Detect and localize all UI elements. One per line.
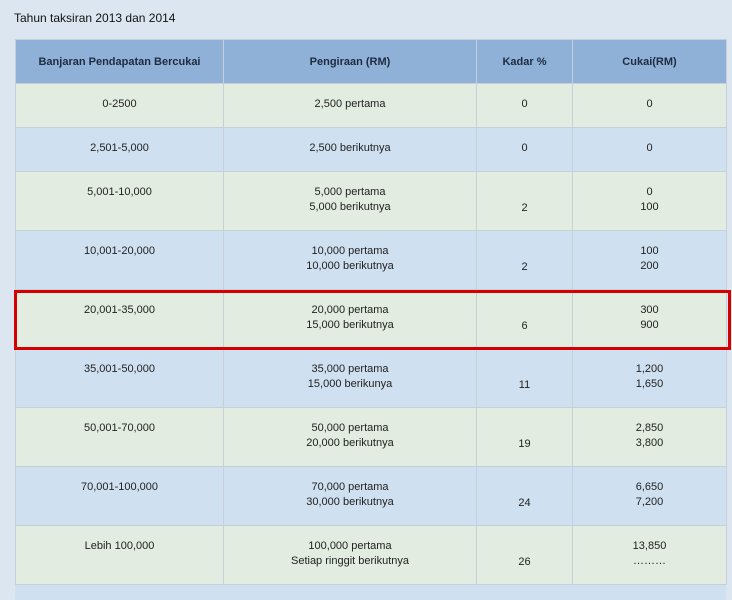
rate-cell: 6 (476, 289, 573, 349)
rate-cell: 11 (476, 348, 573, 408)
header-tax: Cukai(RM) (572, 39, 727, 84)
calc-cell: 2,500 pertama (223, 83, 477, 128)
tax-cell: 1,200 1,650 (572, 348, 727, 408)
rate-cell: 2 (476, 171, 573, 231)
table-row: Lebih 100,000 100,000 pertama Setiap ring… (15, 525, 727, 585)
tax-cell: 0 100 (572, 171, 727, 231)
calc-cell: 2,500 berikutnya (223, 127, 477, 172)
header-calculation: Pengiraan (RM) (223, 39, 477, 84)
calc-cell: 10,000 pertama 10,000 berikutnya (223, 230, 477, 290)
table-row: 70,001-100,000 70,000 pertama 30,000 beri… (15, 466, 727, 526)
table-row: 5,001-10,000 5,000 pertama 5,000 berikutn… (15, 171, 727, 231)
rate-cell: 0 (476, 83, 573, 128)
tax-cell: 13,850……… (572, 525, 727, 585)
band-cell: 70,001-100,000 (15, 466, 224, 526)
calc-cell: 5,000 pertama 5,000 berikutnya (223, 171, 477, 231)
calc-cell: 100,000 pertama Setiap ringgit berikutnya (223, 525, 477, 585)
table-row: 2,501-5,000 2,500 berikutnya 0 0 (15, 127, 727, 172)
calc-cell: 35,000 pertama 15,000 berikunya (223, 348, 477, 408)
tax-cell: 100 200 (572, 230, 727, 290)
header-rate: Kadar % (476, 39, 573, 84)
calc-cell: 50,000 pertama 20,000 berikutnya (223, 407, 477, 467)
band-cell: Lebih 100,000 (15, 525, 224, 585)
table-row: 0-2500 2,500 pertama 0 0 (15, 83, 727, 128)
calc-cell: 70,000 pertama 30,000 berikutnya (223, 466, 477, 526)
tax-cell: 0 (572, 83, 727, 128)
band-cell: 20,001-35,000 (15, 289, 224, 349)
table-caption: Tahun taksiran 2013 dan 2014 (14, 11, 176, 25)
band-cell: 5,001-10,000 (15, 171, 224, 231)
calc-cell: 20,000 pertama 15,000 berikutnya (223, 289, 477, 349)
table-row: 35,001-50,000 35,000 pertama 15,000 berik… (15, 348, 727, 408)
tax-cell: 6,650 7,200 (572, 466, 727, 526)
rate-cell: 0 (476, 127, 573, 172)
table-header-row: Banjaran Pendapatan Bercukai Pengiraan (… (15, 39, 727, 84)
rate-cell: 19 (476, 407, 573, 467)
table-row: 50,001-70,000 50,000 pertama 20,000 berik… (15, 407, 727, 467)
band-cell: 10,001-20,000 (15, 230, 224, 290)
header-income-band: Banjaran Pendapatan Bercukai (15, 39, 224, 84)
table-row-highlighted: 20,001-35,000 20,000 pertama 15,000 berik… (15, 289, 727, 349)
rate-cell: 2 (476, 230, 573, 290)
tax-rate-table: Banjaran Pendapatan Bercukai Pengiraan (… (15, 39, 727, 585)
rate-cell: 24 (476, 466, 573, 526)
table-row: 10,001-20,000 10,000 pertama 10,000 berik… (15, 230, 727, 290)
tax-cell: 0 (572, 127, 727, 172)
band-cell: 0-2500 (15, 83, 224, 128)
band-cell: 2,501-5,000 (15, 127, 224, 172)
rate-cell: 26 (476, 525, 573, 585)
band-cell: 35,001-50,000 (15, 348, 224, 408)
table-bottom-strip (15, 585, 726, 600)
band-cell: 50,001-70,000 (15, 407, 224, 467)
tax-cell: 300 900 (572, 289, 727, 349)
tax-cell: 2,850 3,800 (572, 407, 727, 467)
